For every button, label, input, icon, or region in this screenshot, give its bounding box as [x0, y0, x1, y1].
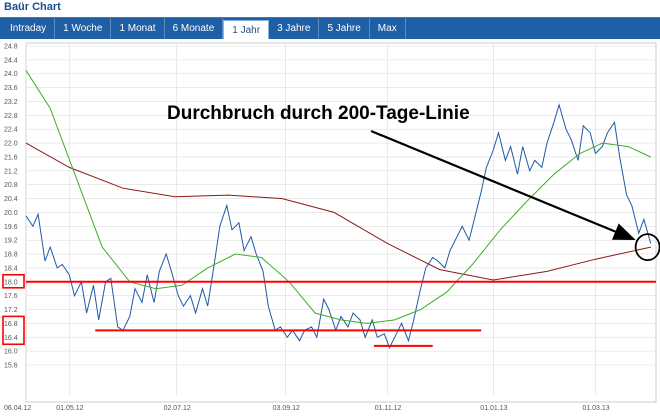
y-tick-label: 22.8	[4, 113, 18, 120]
y-tick-label: 17.2	[4, 307, 18, 314]
y-tick-label: 18.0	[4, 279, 18, 286]
tab-intraday[interactable]: Intraday	[2, 18, 56, 39]
price-chart: 15.6 16.0 16.4 16.8 17.2 17.6 18.0 18.4 18.8 19.2…	[2, 42, 660, 412]
y-tick-label: 22.0	[4, 141, 18, 148]
period-tabs: Intraday 1 Woche 1 Monat 6 Monate 1 Jahr 3 Ja…	[0, 18, 660, 39]
boxed-tick-16-4-16-8	[2, 315, 25, 346]
tab-3-jahre[interactable]: 3 Jahre	[269, 18, 320, 39]
annotation-text: Durchbruch durch 200-Tage-Linie	[167, 103, 470, 124]
x-tick-label: 02.07.12	[164, 405, 191, 412]
x-tick-label: 06.04.12	[4, 405, 31, 412]
y-tick-label: 15.6	[4, 363, 18, 370]
chart-title: Baür Chart	[4, 1, 61, 13]
y-tick-label: 21.2	[4, 168, 18, 175]
x-tick-label: 01.03.13	[582, 405, 609, 412]
x-tick-label: 01.11.12	[375, 405, 402, 412]
series-ma200	[25, 142, 651, 281]
y-tick-label: 24.4	[4, 57, 18, 64]
y-tick-label: 20.0	[4, 210, 18, 217]
y-tick-label: 16.0	[4, 349, 18, 356]
y-tick-label: 23.2	[4, 99, 18, 106]
y-tick-label: 24.8	[4, 44, 18, 51]
y-tick-label: 19.6	[4, 224, 18, 231]
x-tick-label: 03.09.12	[273, 405, 300, 412]
y-axis-labels: 15.6 16.0 16.4 16.8 17.2 17.6 18.0 18.4 18.8 19.2…	[4, 44, 18, 370]
y-tick-label: 23.6	[4, 85, 18, 92]
y-tick-label: 19.2	[4, 238, 18, 245]
y-tick-label: 24.0	[4, 71, 18, 78]
tab-6-monate[interactable]: 6 Monate	[165, 18, 224, 39]
tab-1-woche[interactable]: 1 Woche	[55, 18, 112, 39]
x-tick-label: 01.05.12	[56, 405, 83, 412]
y-tick-label: 18.4	[4, 265, 18, 272]
y-tick-label: 16.4	[4, 335, 18, 342]
series-price	[25, 103, 652, 349]
tab-max[interactable]: Max	[370, 18, 406, 39]
y-tick-label: 20.8	[4, 182, 18, 189]
x-tick-label: 01.01.13	[480, 405, 507, 412]
y-tick-label: 18.8	[4, 252, 18, 259]
y-tick-label: 17.6	[4, 293, 18, 300]
boxed-tick-18	[2, 273, 25, 289]
annotation-arrow	[370, 129, 636, 241]
y-tick-label: 20.4	[4, 196, 18, 203]
tab-1-jahr[interactable]: 1 Jahr	[223, 20, 270, 39]
tab-1-monat[interactable]: 1 Monat	[111, 18, 165, 39]
grid-lines	[25, 43, 656, 395]
period-tabbar: Intraday 1 Woche 1 Monat 6 Monate 1 Jahr 3 Ja…	[0, 17, 660, 39]
x-axis-labels: 06.04.12 01.05.12 02.07.12 03.09.12 01.11.12…	[4, 405, 610, 412]
plot-area	[25, 42, 657, 403]
y-tick-label: 21.6	[4, 154, 18, 161]
tab-5-jahre[interactable]: 5 Jahre	[319, 18, 370, 39]
annotations	[2, 129, 660, 347]
y-tick-label: 22.4	[4, 127, 18, 134]
y-tick-label: 16.8	[4, 321, 18, 328]
